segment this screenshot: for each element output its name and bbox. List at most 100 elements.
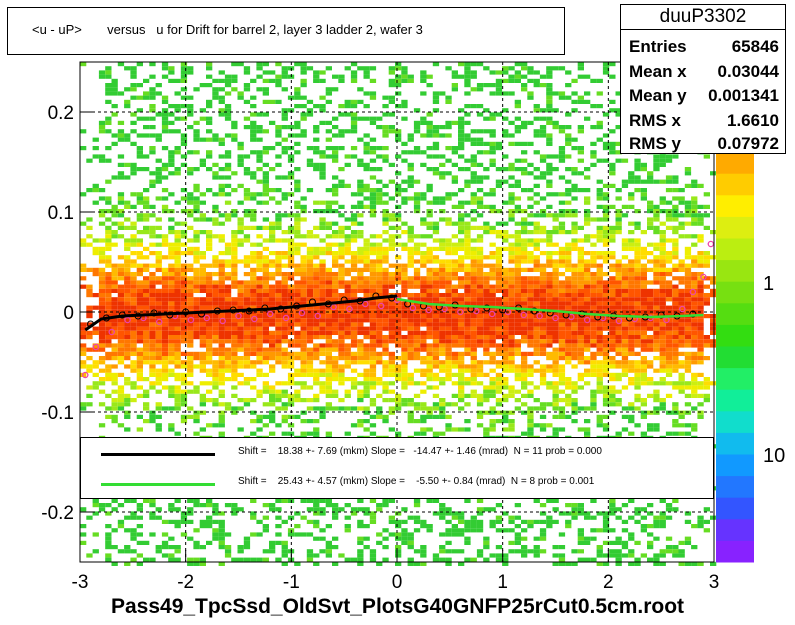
heatmap-cell — [464, 62, 471, 67]
heatmap-cell — [325, 377, 332, 382]
heatmap-cell — [149, 104, 156, 109]
heatmap-cell — [269, 288, 276, 293]
heatmap-cell — [369, 368, 377, 373]
heatmap-cell — [250, 419, 257, 424]
heatmap-cell — [218, 419, 225, 424]
heatmap-cell — [476, 263, 484, 268]
heatmap-cell — [533, 108, 540, 113]
heatmap-cell — [136, 503, 143, 508]
heatmap-cell — [287, 125, 295, 130]
heatmap-cell — [143, 293, 150, 298]
heatmap-cell — [508, 322, 515, 327]
heatmap-cell — [256, 259, 263, 264]
heatmap-cell — [508, 419, 515, 424]
heatmap-cell — [420, 372, 427, 377]
heatmap-cell — [180, 154, 188, 159]
heatmap-cell — [306, 293, 314, 298]
heatmap-cell — [180, 372, 188, 377]
heatmap-cell — [306, 498, 314, 503]
heatmap-cell — [294, 414, 301, 419]
heatmap-cell — [476, 309, 484, 314]
heatmap-cell — [98, 276, 106, 281]
heatmap-cell — [539, 414, 547, 419]
heatmap-cell — [180, 293, 188, 298]
heatmap-cell — [413, 402, 421, 407]
heatmap-cell — [495, 372, 503, 377]
heatmap-cell — [502, 66, 509, 71]
heatmap-cell — [250, 284, 257, 289]
heatmap-cell — [250, 532, 257, 537]
heatmap-cell — [117, 326, 125, 331]
heatmap-cell — [445, 507, 452, 512]
heatmap-cell — [596, 263, 603, 268]
heatmap-cell — [168, 314, 175, 319]
heatmap-cell — [124, 561, 131, 566]
heatmap-cell — [199, 301, 206, 306]
heatmap-cell — [174, 276, 181, 281]
heatmap-cell — [218, 322, 225, 327]
heatmap-cell — [281, 414, 288, 419]
heatmap-cell — [313, 372, 320, 377]
heatmap-cell — [508, 314, 515, 319]
heatmap-cell — [275, 267, 282, 272]
heatmap-cell — [363, 104, 370, 109]
heatmap-cell — [155, 263, 162, 268]
heatmap-cell — [218, 377, 225, 382]
heatmap-cell — [262, 356, 269, 361]
heatmap-cell — [124, 528, 131, 533]
heatmap-cell — [149, 242, 156, 247]
heatmap-cell — [243, 301, 251, 306]
heatmap-cell — [539, 251, 547, 256]
heatmap-cell — [432, 91, 440, 96]
heatmap-cell — [401, 519, 408, 524]
heatmap-cell — [527, 406, 534, 411]
heatmap-cell — [439, 330, 446, 335]
heatmap-cell — [86, 335, 93, 340]
heatmap-cell — [546, 305, 553, 310]
heatmap-cell — [149, 372, 156, 377]
heatmap-cell — [495, 234, 503, 239]
heatmap-cell — [495, 91, 503, 96]
heatmap-cell — [206, 272, 213, 277]
heatmap-cell — [584, 343, 591, 348]
heatmap-cell — [470, 364, 477, 369]
heatmap-cell — [187, 561, 194, 566]
heatmap-cell — [369, 343, 377, 348]
heatmap-cell — [187, 284, 194, 289]
heatmap-cell — [382, 545, 389, 550]
heatmap-cell — [161, 339, 169, 344]
heatmap-cell — [432, 95, 440, 100]
heatmap-cell — [168, 246, 175, 251]
heatmap-cell — [489, 91, 496, 96]
heatmap-cell — [111, 280, 118, 285]
heatmap-cell — [376, 200, 383, 205]
heatmap-cell — [571, 402, 578, 407]
heatmap-cell — [80, 129, 87, 134]
heatmap-cell — [193, 272, 200, 277]
heatmap-cell — [92, 293, 99, 298]
heatmap-cell — [332, 360, 339, 365]
heatmap-cell — [306, 360, 314, 365]
heatmap-cell — [180, 242, 188, 247]
heatmap-cell — [565, 251, 572, 256]
heatmap-cell — [508, 389, 515, 394]
heatmap-cell — [231, 351, 238, 356]
heatmap-cell — [439, 200, 446, 205]
heatmap-cell — [256, 267, 263, 272]
heatmap-cell — [426, 335, 433, 340]
heatmap-cell — [256, 251, 263, 256]
heatmap-cell — [262, 318, 269, 323]
heatmap-cell — [237, 330, 244, 335]
heatmap-cell — [357, 204, 364, 209]
heatmap-cell — [262, 246, 269, 251]
heatmap-cell — [155, 549, 162, 554]
heatmap-cell — [552, 347, 559, 352]
heatmap-cell — [476, 519, 484, 524]
heatmap-cell — [546, 213, 553, 218]
heatmap-cell — [325, 540, 332, 545]
heatmap-cell — [350, 78, 358, 83]
heatmap-cell — [218, 154, 225, 159]
heatmap-cell — [105, 146, 112, 151]
heatmap-cell — [117, 120, 125, 125]
heatmap-cell — [237, 557, 244, 562]
